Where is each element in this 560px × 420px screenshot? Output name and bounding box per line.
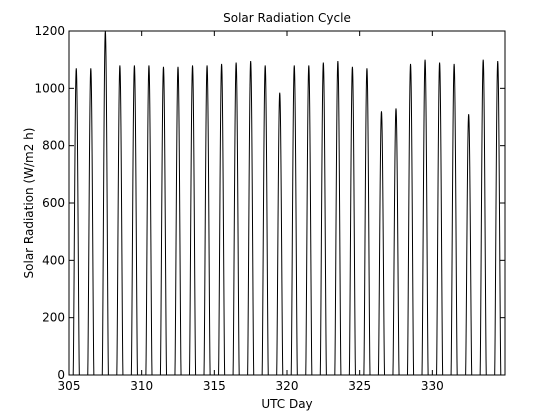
day-curve-321 [301,65,317,376]
day-curve-324 [345,66,360,376]
y-axis-label: Solar Radiation (W/m2 h) [22,128,36,279]
day-curve-326 [374,111,389,376]
day-curve-314 [199,65,215,376]
day-curve-310 [141,65,157,376]
axes-frame [68,30,506,376]
x-tick-label: 325 [348,379,371,393]
day-curve-327 [388,108,404,376]
day-curve-329 [417,59,433,376]
day-curve-331 [446,63,462,376]
day-curve-307 [98,30,113,376]
axis-ticks: 305 310 315 320 325 330 0 200 400 600 800 1000 1200 [34,24,505,393]
day-curve-315 [214,63,229,376]
chart-title: Solar Radiation Cycle [223,11,351,25]
day-curve-317 [243,61,258,376]
y-tick-label: 800 [42,139,65,153]
day-curve-316 [228,62,244,376]
day-curve-309 [127,65,142,376]
day-curve-319 [272,92,287,376]
day-curve-334 [490,61,505,376]
day-curve-323 [330,61,346,376]
x-tick-label: 305 [58,379,81,393]
x-tick-label: 330 [421,379,444,393]
day-curve-320 [287,65,302,376]
x-tick-label: 320 [276,379,299,393]
x-tick-label: 310 [130,379,153,393]
x-axis-label: UTC Day [261,397,312,411]
day-curve-333 [475,59,491,376]
day-curve-328 [403,63,418,376]
day-curve-322 [316,62,331,376]
day-curve-308 [112,65,128,376]
day-curve-330 [432,62,447,376]
day-curve-306 [83,68,99,376]
y-tick-label: 0 [57,368,65,382]
y-tick-label: 1000 [34,81,65,95]
x-tick-label: 315 [203,379,226,393]
day-curve-305 [69,68,84,376]
plot-area [69,30,505,376]
y-tick-label: 200 [42,311,65,325]
day-curve-318 [257,65,273,376]
y-tick-label: 1200 [34,24,65,38]
day-curve-332 [461,114,476,376]
y-tick-label: 400 [42,253,65,267]
day-curve-312 [170,66,186,376]
day-curve-311 [156,66,171,376]
day-curve-313 [185,65,200,376]
y-tick-label: 600 [42,196,65,210]
day-curve-325 [359,68,375,376]
